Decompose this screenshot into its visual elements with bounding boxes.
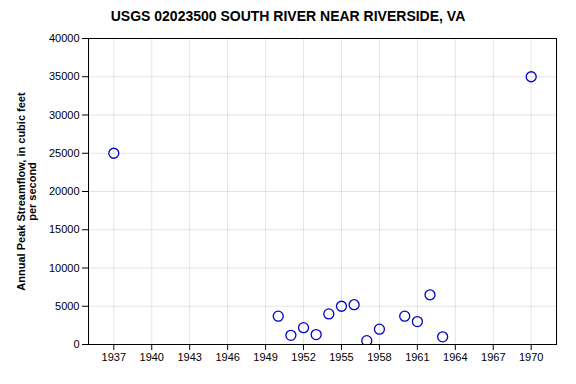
svg-text:1937: 1937 bbox=[102, 351, 126, 363]
html-text:USGS 02023500 SOUTH RIVER NEAR: USGS 02023500 SOUTH RIVER NEAR RIVERSIDE… bbox=[110, 8, 466, 24]
svg-text:15000: 15000 bbox=[49, 223, 80, 235]
svg-text:35000: 35000 bbox=[49, 70, 80, 82]
svg-text:1955: 1955 bbox=[329, 351, 353, 363]
svg-text:1967: 1967 bbox=[481, 351, 505, 363]
svg-text:20000: 20000 bbox=[49, 185, 80, 197]
svg-text:1952: 1952 bbox=[291, 351, 315, 363]
svg-text:1946: 1946 bbox=[215, 351, 239, 363]
svg-text:Annual Peak Streamflow, in cub: Annual Peak Streamflow, in cubic feetper… bbox=[15, 92, 38, 291]
svg-text:10000: 10000 bbox=[49, 262, 80, 274]
svg-text:5000: 5000 bbox=[55, 300, 79, 312]
svg-text:1940: 1940 bbox=[140, 351, 164, 363]
svg-text:30000: 30000 bbox=[49, 109, 80, 121]
svg-text:25000: 25000 bbox=[49, 147, 80, 159]
svg-text:1961: 1961 bbox=[405, 351, 429, 363]
svg-text:1964: 1964 bbox=[443, 351, 467, 363]
svg-text:1949: 1949 bbox=[253, 351, 277, 363]
svg-text:1970: 1970 bbox=[519, 351, 543, 363]
svg-text:1958: 1958 bbox=[367, 351, 391, 363]
svg-text:1943: 1943 bbox=[177, 351, 201, 363]
svg-text:40000: 40000 bbox=[49, 32, 80, 44]
svg-text:0: 0 bbox=[73, 338, 79, 350]
